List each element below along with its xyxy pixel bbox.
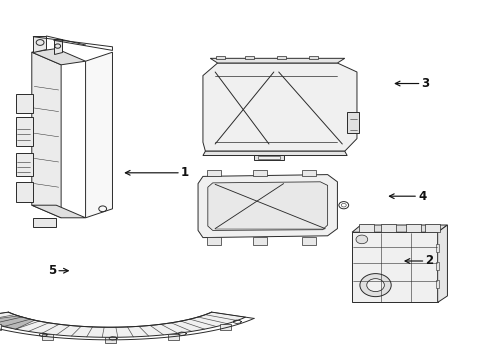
Circle shape (359, 274, 390, 297)
Bar (308, 56, 317, 59)
Bar (258, 156, 279, 159)
Bar (216, 56, 224, 59)
Polygon shape (0, 316, 35, 329)
Text: 4: 4 (388, 190, 426, 203)
Polygon shape (207, 182, 327, 230)
Bar (277, 56, 285, 59)
Polygon shape (54, 39, 62, 54)
Polygon shape (351, 225, 447, 232)
Bar (206, 237, 220, 245)
Polygon shape (198, 175, 337, 238)
Polygon shape (210, 58, 344, 63)
Bar (42, 334, 53, 339)
Polygon shape (437, 225, 447, 302)
Bar (16, 94, 33, 113)
Circle shape (355, 235, 367, 244)
Bar (381, 224, 395, 232)
Bar (302, 170, 315, 176)
Text: 2: 2 (404, 255, 433, 267)
Bar (220, 324, 230, 330)
Bar (206, 170, 220, 176)
Text: 1: 1 (125, 166, 189, 179)
Bar (16, 182, 33, 202)
Bar (253, 170, 266, 176)
Polygon shape (33, 36, 46, 52)
Polygon shape (203, 63, 356, 151)
Text: 5: 5 (48, 264, 68, 277)
Bar (435, 262, 438, 270)
Bar (405, 224, 420, 232)
Polygon shape (85, 52, 112, 218)
Bar (16, 153, 33, 176)
Polygon shape (32, 205, 85, 218)
Polygon shape (0, 312, 245, 337)
Polygon shape (351, 232, 437, 302)
Polygon shape (32, 49, 85, 65)
Bar (346, 112, 359, 133)
Polygon shape (203, 151, 346, 156)
Text: 3: 3 (394, 77, 429, 90)
Bar (16, 117, 33, 146)
Bar (105, 337, 116, 343)
Bar (245, 56, 254, 59)
Bar (168, 334, 179, 339)
Bar (302, 237, 315, 245)
Bar (359, 224, 373, 232)
Bar (425, 224, 439, 232)
Circle shape (366, 279, 384, 292)
Bar (254, 155, 283, 160)
Polygon shape (32, 52, 61, 218)
Bar (435, 244, 438, 252)
Bar (0, 324, 1, 330)
Bar (435, 280, 438, 288)
Bar (253, 237, 266, 245)
Polygon shape (33, 218, 56, 227)
